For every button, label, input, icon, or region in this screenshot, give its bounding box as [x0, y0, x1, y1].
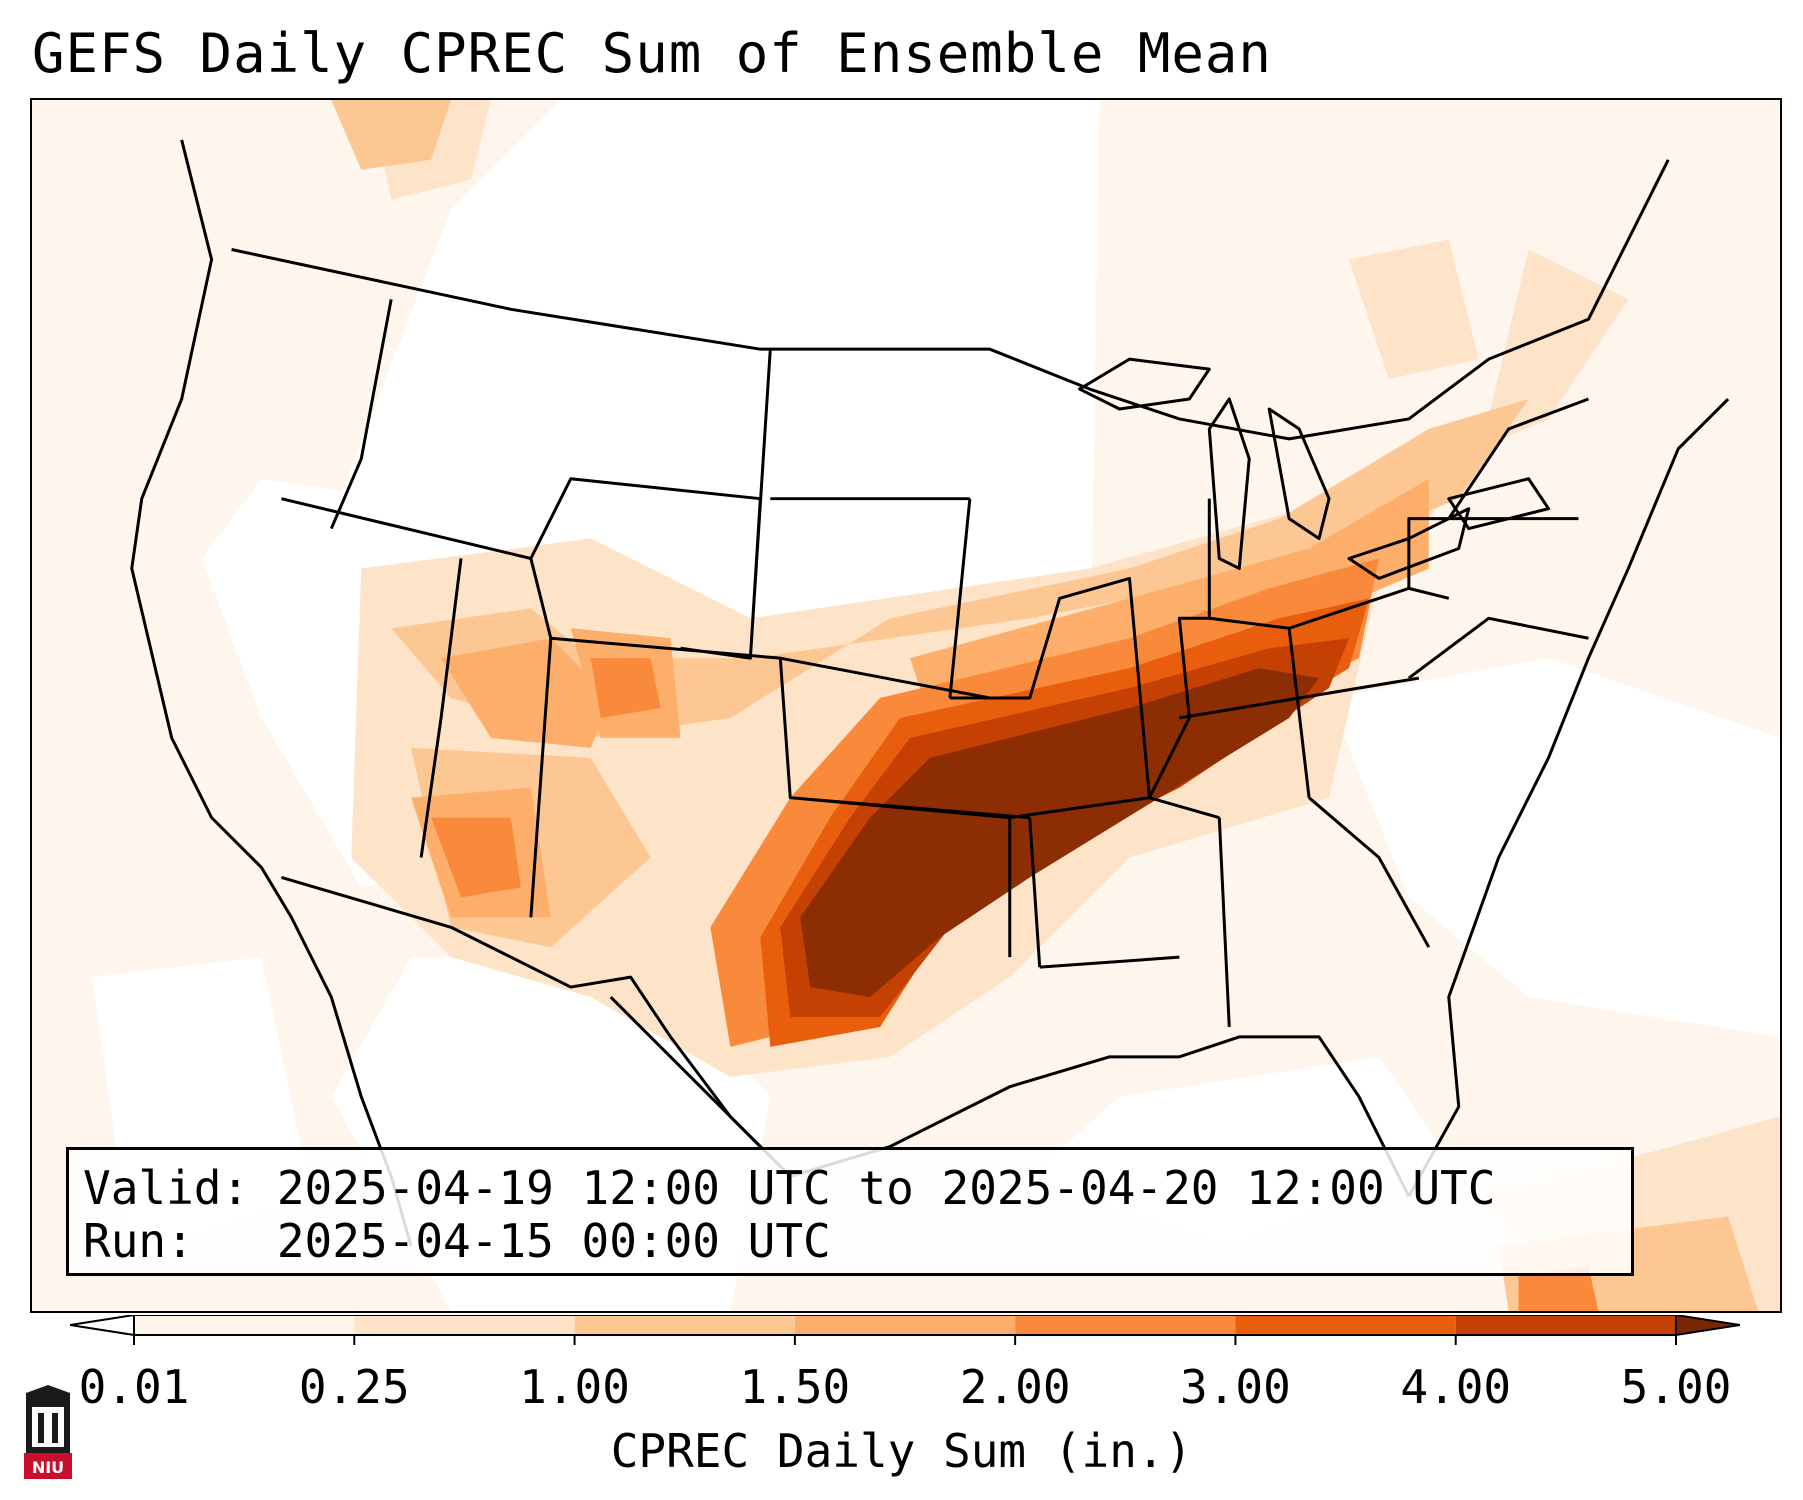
atlantic-coast	[1407, 397, 1730, 1198]
niu-logo-text: NIU	[32, 1458, 64, 1477]
colorbar-tick-label: 1.50	[739, 1360, 851, 1414]
colorbar-tick-labels: 0.01 0.25 1.00 1.50 2.00 3.00 4.00 5.00	[0, 1360, 1803, 1420]
colorbar-outline	[133, 1315, 1677, 1336]
colorbar-segment	[1235, 1315, 1456, 1335]
coastlines-and-borders	[130, 139, 1730, 1247]
valid-run-box: Valid: 2025-04-19 12:00 UTC to 2025-04-2…	[66, 1147, 1634, 1276]
colorbar-segment	[354, 1315, 575, 1335]
valid-time-text: Valid: 2025-04-19 12:00 UTC to 2025-04-2…	[83, 1161, 1496, 1215]
colorbar-tick-label: 2.00	[959, 1360, 1071, 1414]
colorbar-tick-label: 5.00	[1620, 1360, 1732, 1414]
colorbar-segment	[574, 1315, 795, 1335]
colorbar-tick-label: 0.01	[78, 1360, 190, 1414]
us-canada-border	[231, 159, 1670, 441]
niu-logo-badge	[24, 1453, 72, 1479]
colorbar-tick-label: 0.25	[298, 1360, 410, 1414]
colorbar-tick-label: 3.00	[1180, 1360, 1291, 1414]
map-panel	[30, 98, 1782, 1313]
colorbar-tick-label: 1.00	[519, 1360, 630, 1414]
precip-level-5.00	[800, 668, 1320, 998]
pacific-coast	[130, 139, 413, 1247]
colorbar-segment	[134, 1315, 355, 1335]
run-time-text: Run: 2025-04-15 00:00 UTC	[83, 1214, 831, 1268]
colorbar	[70, 1315, 1740, 1345]
precip-map	[32, 100, 1780, 1311]
colorbar-segment	[1455, 1315, 1676, 1335]
chart-title: GEFS Daily CPREC Sum of Ensemble Mean	[32, 22, 1272, 85]
colorbar-segment	[1015, 1315, 1236, 1335]
us-mexico-border	[281, 875, 792, 1178]
colorbar-over-arrow	[1675, 1315, 1740, 1337]
colorbar-under-arrow	[70, 1315, 135, 1337]
great-lakes	[1078, 357, 1551, 580]
niu-logo: NIU	[24, 1385, 72, 1479]
colorbar-label: CPREC Daily Sum (in.)	[610, 1424, 1193, 1478]
colorbar-segment	[794, 1315, 1016, 1335]
state-boundaries	[281, 299, 1589, 1028]
colorbar-segments	[70, 1315, 1740, 1337]
colorbar-tick-marks	[133, 1335, 1677, 1345]
colorbar-tick-label: 4.00	[1400, 1360, 1512, 1414]
